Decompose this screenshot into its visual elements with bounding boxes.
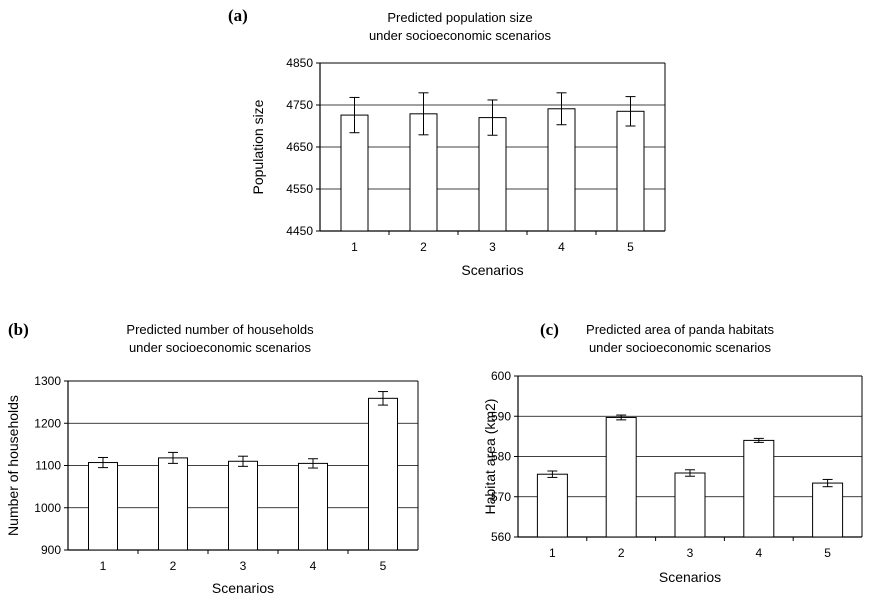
panel-letter-a: (a) <box>228 6 248 25</box>
chart-c-xtick-label-4: 4 <box>755 546 762 560</box>
chart-a-bar-4 <box>547 108 576 232</box>
chart-a-ytick-label: 4450 <box>286 224 313 238</box>
chart-a-ytick-label: 4750 <box>286 98 313 112</box>
chart-c-ytick-label: 560 <box>491 530 511 544</box>
chart-c-ytick-label: 570 <box>491 490 511 504</box>
chart-a-bar-3 <box>478 117 507 232</box>
chart-a-xtick-label-3: 3 <box>489 240 496 254</box>
chart-c-bar-2 <box>605 416 637 538</box>
chart-a-xtick-label-2: 2 <box>420 240 427 254</box>
chart-b-xtick-label-3: 3 <box>240 559 247 573</box>
chart-b-y-axis-label: Number of households <box>5 395 21 536</box>
chart-c-bar-4 <box>743 439 775 538</box>
chart-c-title-line2: under socioeconomic scenarios <box>588 340 772 355</box>
chart-a-xtick-label-1: 1 <box>351 240 358 254</box>
chart-b-xtick-label-5: 5 <box>380 559 387 573</box>
chart-b-xtick-label-2: 2 <box>170 559 177 573</box>
chart-b-ytick-label: 900 <box>41 543 61 557</box>
chart-b-title-line1: Predicted number of households <box>126 322 314 337</box>
chart-b-ytick-label: 1300 <box>34 374 61 388</box>
chart-c-ytick-label: 590 <box>491 409 511 423</box>
chart-b-ytick-label: 1000 <box>34 501 61 515</box>
chart-b-xtick-label-1: 1 <box>100 559 107 573</box>
chart-c-xtick-label-2: 2 <box>618 546 625 560</box>
panel-letter-c: (c) <box>540 320 559 339</box>
chart-a-ytick-label: 4850 <box>286 56 313 70</box>
chart-b-xtick-label-4: 4 <box>310 559 317 573</box>
panel-letter-b: (b) <box>8 320 29 339</box>
chart-c-ytick-label: 580 <box>491 450 511 464</box>
chart-c-ytick-label: 600 <box>491 369 511 383</box>
chart-a-bar-5 <box>616 110 645 232</box>
chart-a-title-line1: Predicted population size <box>387 10 533 25</box>
chart-b-title-line2: under socioeconomic scenarios <box>128 340 312 355</box>
chart-b-bar-5 <box>368 397 398 551</box>
chart-c-y-axis-label: Habitat area (km2) <box>482 399 498 515</box>
chart-b-x-axis-label: Scenarios <box>212 580 274 596</box>
chart-b-bar-2 <box>158 457 188 551</box>
chart-a-x-axis-label: Scenarios <box>461 262 523 278</box>
chart-c-bar-5 <box>812 482 844 538</box>
chart-a-ytick-label: 4550 <box>286 182 313 196</box>
chart-c-xtick-label-1: 1 <box>549 546 556 560</box>
chart-a-ytick-label: 4650 <box>286 140 313 154</box>
chart-a-title-line2: under socioeconomic scenarios <box>368 28 552 43</box>
chart-b-ytick-label: 1200 <box>34 416 61 430</box>
chart-b-ytick-label: 1100 <box>35 459 61 473</box>
chart-c-title-line1: Predicted area of panda habitats <box>586 322 774 337</box>
chart-c-xtick-label-3: 3 <box>687 546 694 560</box>
chart-a-y-axis-label: Population size <box>250 99 266 194</box>
chart-b-bar-4 <box>298 462 328 551</box>
chart-a-xtick-label-5: 5 <box>627 240 634 254</box>
chart-b-bar-1 <box>88 462 118 551</box>
chart-c-bar-3 <box>674 472 706 538</box>
chart-b-bar-3 <box>228 460 258 551</box>
chart-c-xtick-label-5: 5 <box>824 546 831 560</box>
chart-c-bar-1 <box>536 473 568 538</box>
chart-a-bar-1 <box>340 114 369 232</box>
chart-c-x-axis-label: Scenarios <box>659 569 721 585</box>
chart-a-xtick-label-4: 4 <box>558 240 565 254</box>
